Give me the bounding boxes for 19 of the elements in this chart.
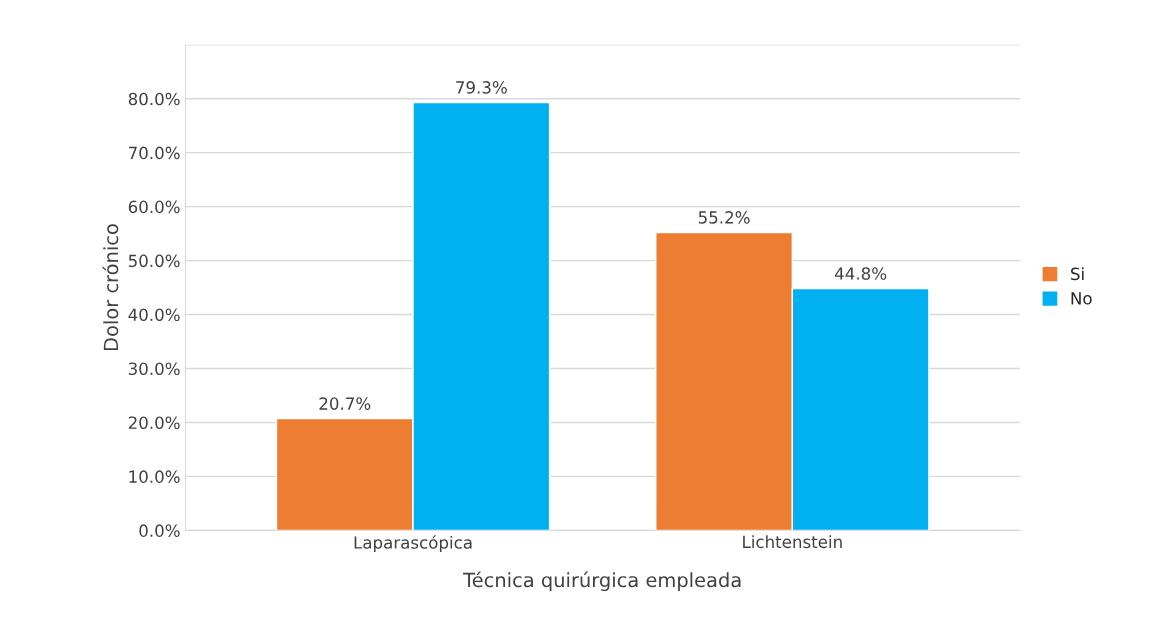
legend-label: Si — [1071, 267, 1084, 281]
y-tick-label: 20.0% — [128, 416, 180, 430]
y-tick-label: 30.0% — [128, 362, 180, 376]
y-tick-label: 70.0% — [129, 146, 180, 160]
y-tick-label: 0.0% — [139, 524, 180, 537]
y-axis-title: Dolor crónico — [102, 224, 119, 351]
data-label: 44.8% — [834, 267, 887, 280]
data-label: 79.3% — [456, 81, 507, 94]
x-tick-label: Lichtenstein — [743, 535, 842, 549]
data-label: 20.7% — [319, 397, 371, 410]
y-tick-label: 10.0% — [129, 470, 180, 483]
x-axis-title: Técnica quirúrgica empleada — [463, 571, 741, 592]
legend-label: No — [1071, 292, 1092, 305]
y-tick-label: 60.0% — [128, 200, 180, 214]
y-tick-label: 80.0% — [128, 92, 180, 106]
y-tick-label: 40.0% — [128, 308, 180, 322]
data-label: 55.2% — [698, 211, 750, 224]
x-tick-label: Laparascópica — [354, 535, 472, 553]
y-tick-label: 50.0% — [128, 254, 180, 268]
